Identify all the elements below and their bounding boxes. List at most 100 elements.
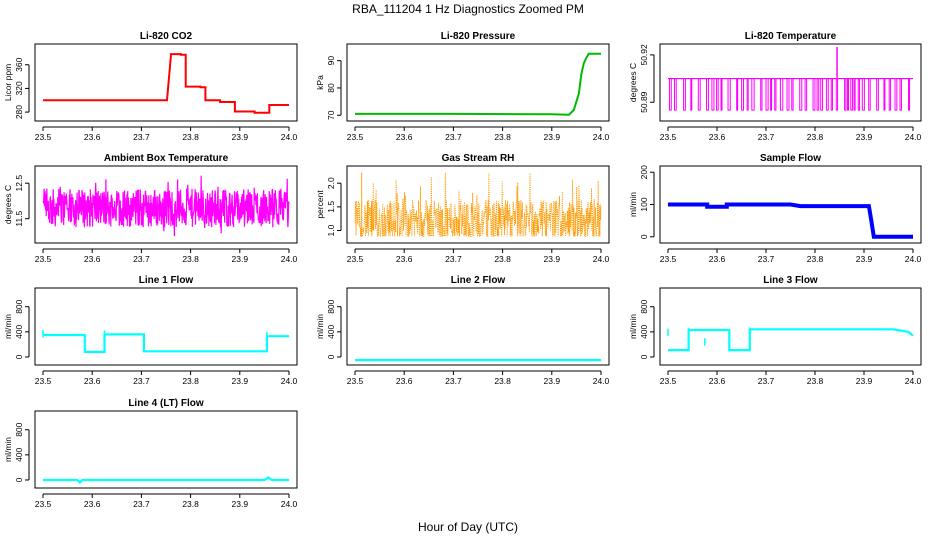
y-tick-label: 2.0 <box>326 177 336 189</box>
series-line <box>43 476 289 485</box>
y-tick-label: 1.0 <box>326 224 336 236</box>
x-tick-label: 23.5 <box>660 132 677 142</box>
panel-title: Ambient Box Temperature <box>104 153 229 164</box>
panel-title: Line 1 Flow <box>139 275 194 286</box>
y-tick-label: 200 <box>639 165 649 179</box>
x-tick-label: 23.9 <box>856 132 873 142</box>
y-tick-label: 0 <box>639 234 649 239</box>
y-tick-label: 280 <box>14 105 24 119</box>
temperature-dropout <box>668 78 672 111</box>
y-axis-label: ml/min <box>315 314 325 339</box>
plot-frame <box>34 43 298 122</box>
x-tick-label: 23.8 <box>182 254 199 264</box>
temperature-dropout <box>736 78 739 111</box>
x-tick-label: 23.7 <box>758 254 775 264</box>
x-tick-label: 24.0 <box>281 499 298 509</box>
x-tick-label: 24.0 <box>905 254 922 264</box>
temperature-dropout <box>697 78 701 111</box>
x-tick-label: 23.5 <box>35 254 52 264</box>
y-tick-label: 12.5 <box>14 175 24 192</box>
temperature-dropout <box>830 78 833 111</box>
x-tick-label: 23.9 <box>232 132 249 142</box>
temperature-dropout <box>690 78 693 111</box>
series-line <box>668 202 913 239</box>
plot-frame <box>346 287 610 366</box>
x-tick-label: 23.9 <box>544 376 561 386</box>
temperature-dropout <box>770 78 773 111</box>
temperature-dropout <box>799 78 803 111</box>
x-tick-label: 23.5 <box>35 499 52 509</box>
x-tick-label: 23.8 <box>807 132 824 142</box>
figure-title: RBA_111204 1 Hz Diagnostics Zoomed PM <box>352 2 584 16</box>
ambient-trace <box>42 175 290 237</box>
x-tick-label: 23.6 <box>396 376 413 386</box>
x-tick-label: 24.0 <box>593 376 610 386</box>
y-tick-label: 100 <box>639 197 649 211</box>
y-axis-label: Licor ppm <box>3 64 13 101</box>
temperature-dropout <box>711 78 715 111</box>
x-tick-label: 23.9 <box>544 132 561 142</box>
y-tick-label: 320 <box>14 81 24 95</box>
y-tick-label: 70 <box>326 110 336 120</box>
panel-title: Li-820 CO2 <box>140 31 193 42</box>
y-axis-label: ml/min <box>3 437 13 462</box>
x-tick-label: 23.7 <box>445 376 462 386</box>
panel-4: Ambient Box Temperature degrees C 23.5 23.6… <box>3 153 298 264</box>
panel-1: Li-820 CO2 Licor ppm 23.5 23.6 23.7 23.8 23.9 2… <box>3 31 298 142</box>
plot-frame <box>346 43 610 122</box>
figure-xlabel: Hour of Day (UTC) <box>418 520 518 534</box>
temperature-dropout <box>883 78 886 111</box>
temperature-dropout <box>850 78 854 111</box>
y-tick-label: 50.89 <box>639 91 649 113</box>
y-axis-label: ml/min <box>628 192 638 217</box>
temperature-dropout <box>760 78 763 111</box>
temperature-dropout <box>820 78 824 111</box>
temperature-dropout <box>899 78 902 111</box>
x-tick-label: 23.8 <box>807 376 824 386</box>
x-tick-label: 24.0 <box>281 254 298 264</box>
x-tick-label: 24.0 <box>905 376 922 386</box>
plot-frame <box>34 410 298 489</box>
temperature-dropout <box>804 78 808 111</box>
x-tick-label: 23.6 <box>84 376 101 386</box>
panel-9: Line 3 Flow ml/min 23.5 23.6 23.7 23.8 23.9 24.… <box>628 275 922 386</box>
x-tick-label: 23.6 <box>84 132 101 142</box>
x-tick-label: 24.0 <box>905 132 922 142</box>
x-tick-label: 23.5 <box>35 376 52 386</box>
temperature-dropout <box>894 78 898 111</box>
y-axis-label: ml/min <box>3 314 13 339</box>
x-tick-label: 23.6 <box>709 376 726 386</box>
temperature-dropout <box>683 78 686 111</box>
plot-frame <box>34 287 298 366</box>
x-tick-label: 23.9 <box>232 254 249 264</box>
x-tick-label: 23.9 <box>232 499 249 509</box>
x-tick-label: 23.5 <box>35 132 52 142</box>
temperature-dropout <box>786 78 790 111</box>
y-tick-label: 0 <box>639 354 649 359</box>
rh-trace <box>354 172 602 237</box>
plot-frame <box>346 165 610 244</box>
plot-frame <box>659 287 922 366</box>
panel-8: Line 2 Flow ml/min 23.5 23.6 23.7 23.8 23.9 24.… <box>315 275 610 386</box>
x-tick-label: 23.7 <box>445 254 462 264</box>
y-tick-label: 800 <box>14 422 24 436</box>
x-tick-label: 23.9 <box>856 376 873 386</box>
temperature-dropout <box>716 78 719 111</box>
panel-2: Li-820 Pressure kPa 23.5 23.6 23.7 23.8 23.9 24… <box>315 31 610 142</box>
temperature-dropout <box>727 78 731 111</box>
plot-frame <box>659 43 922 122</box>
y-tick-label: 400 <box>14 447 24 461</box>
x-tick-label: 23.9 <box>856 254 873 264</box>
x-tick-label: 23.7 <box>133 254 150 264</box>
panel-title: Gas Stream RH <box>442 153 515 164</box>
x-tick-label: 23.5 <box>347 132 364 142</box>
x-tick-label: 23.5 <box>347 376 364 386</box>
temperature-dropout <box>861 78 865 111</box>
plot-frame <box>659 165 922 244</box>
panels-group: Li-820 CO2 Licor ppm 23.5 23.6 23.7 23.8 23.9 2… <box>3 31 922 509</box>
x-tick-label: 23.9 <box>232 376 249 386</box>
temperature-dropout <box>751 78 755 111</box>
x-tick-label: 23.6 <box>709 254 726 264</box>
y-tick-label: 800 <box>326 299 336 313</box>
panel-title: Li-820 Pressure <box>441 31 516 42</box>
